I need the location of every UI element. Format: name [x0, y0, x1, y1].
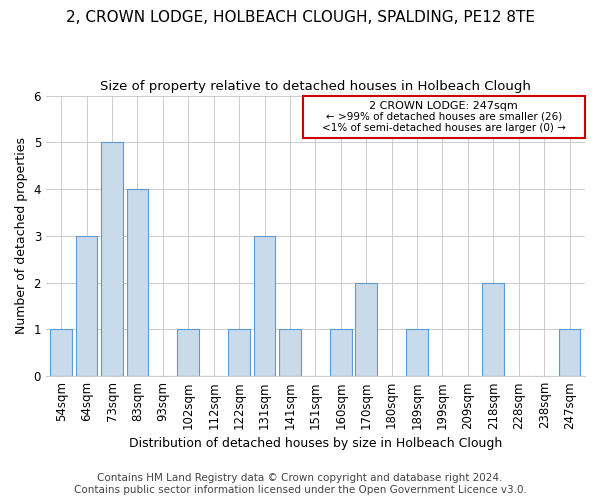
Text: 2 CROWN LODGE: 247sqm: 2 CROWN LODGE: 247sqm: [370, 101, 518, 111]
Bar: [330, 330, 352, 376]
Bar: [279, 330, 301, 376]
Text: 2, CROWN LODGE, HOLBEACH CLOUGH, SPALDING, PE12 8TE: 2, CROWN LODGE, HOLBEACH CLOUGH, SPALDIN…: [65, 10, 535, 25]
Title: Size of property relative to detached houses in Holbeach Clough: Size of property relative to detached ho…: [100, 80, 531, 93]
Bar: [406, 330, 428, 376]
Text: <1% of semi-detached houses are larger (0) →: <1% of semi-detached houses are larger (…: [322, 124, 566, 134]
X-axis label: Distribution of detached houses by size in Holbeach Clough: Distribution of detached houses by size …: [129, 437, 502, 450]
Bar: [101, 142, 123, 376]
Bar: [355, 282, 377, 376]
Bar: [50, 330, 72, 376]
Bar: [228, 330, 250, 376]
Y-axis label: Number of detached properties: Number of detached properties: [15, 138, 28, 334]
Bar: [482, 282, 504, 376]
Bar: [127, 189, 148, 376]
Bar: [559, 330, 580, 376]
Text: ← >99% of detached houses are smaller (26): ← >99% of detached houses are smaller (2…: [326, 112, 562, 122]
Bar: [254, 236, 275, 376]
Bar: [302, 96, 585, 138]
Bar: [76, 236, 97, 376]
Bar: [178, 330, 199, 376]
Text: Contains HM Land Registry data © Crown copyright and database right 2024.
Contai: Contains HM Land Registry data © Crown c…: [74, 474, 526, 495]
